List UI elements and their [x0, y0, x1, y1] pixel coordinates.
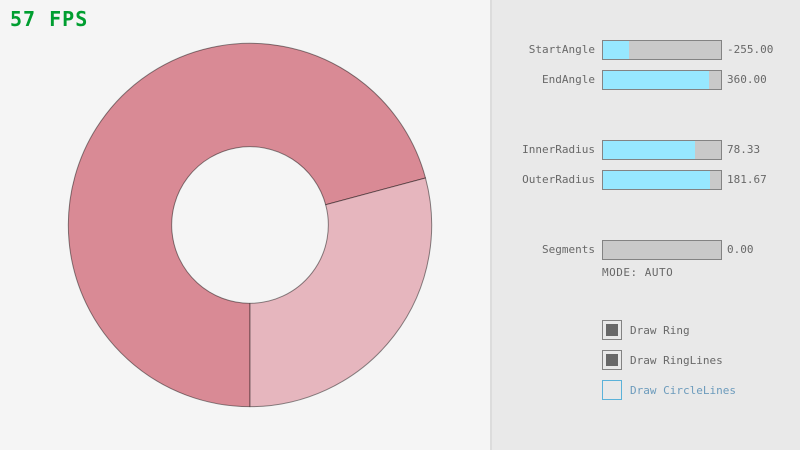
ring-sector-overlap-dark: [67, 42, 427, 408]
checkbox-check-mark: [606, 324, 618, 336]
checkbox-label: Draw RingLines: [630, 353, 723, 367]
slider-row-start-angle: StartAngle -255.00: [492, 40, 800, 60]
checkbox-draw-ring[interactable]: Draw Ring: [602, 320, 690, 340]
outer-radius-slider[interactable]: [602, 170, 722, 190]
checkbox-label: Draw CircleLines: [630, 383, 736, 397]
slider-row-end-angle: EndAngle 360.00: [492, 70, 800, 90]
slider-label: StartAngle: [528, 43, 595, 56]
slider-value: 360.00: [727, 73, 767, 86]
slider-label: OuterRadius: [522, 173, 595, 186]
slider-value: 78.33: [727, 143, 761, 156]
slider-fill: [603, 41, 629, 59]
fps-counter: 57 FPS: [10, 7, 89, 31]
checkbox-draw-ring-lines[interactable]: Draw RingLines: [602, 350, 723, 370]
slider-fill: [603, 141, 696, 159]
checkbox-draw-circle-lines[interactable]: Draw CircleLines: [602, 380, 736, 400]
slider-value: 0.00: [727, 243, 754, 256]
checkbox-box: [602, 380, 622, 400]
segments-mode-text: MODE: AUTO: [602, 266, 674, 279]
inner-radius-slider[interactable]: [602, 140, 722, 160]
end-angle-slider[interactable]: [602, 70, 722, 90]
slider-row-inner-radius: InnerRadius 78.33: [492, 140, 800, 160]
slider-row-outer-radius: OuterRadius 181.67: [492, 170, 800, 190]
checkbox-box: [602, 320, 622, 340]
slider-fill: [603, 171, 711, 189]
start-angle-slider[interactable]: [602, 40, 722, 60]
slider-row-segments: Segments 0.00: [492, 240, 800, 260]
slider-label: InnerRadius: [522, 143, 595, 156]
slider-label: Segments: [542, 243, 595, 256]
ring-canvas: [67, 42, 433, 408]
ring-sector-single-light: [249, 177, 433, 408]
slider-value: -255.00: [727, 43, 774, 56]
controls-panel: StartAngle -255.00 EndAngle 360.00 Inner…: [490, 0, 800, 450]
segments-slider[interactable]: [602, 240, 722, 260]
checkbox-label: Draw Ring: [630, 323, 690, 337]
checkbox-check-mark: [606, 354, 618, 366]
checkbox-box: [602, 350, 622, 370]
slider-value: 181.67: [727, 173, 767, 186]
slider-label: EndAngle: [542, 73, 595, 86]
slider-fill: [603, 71, 710, 89]
